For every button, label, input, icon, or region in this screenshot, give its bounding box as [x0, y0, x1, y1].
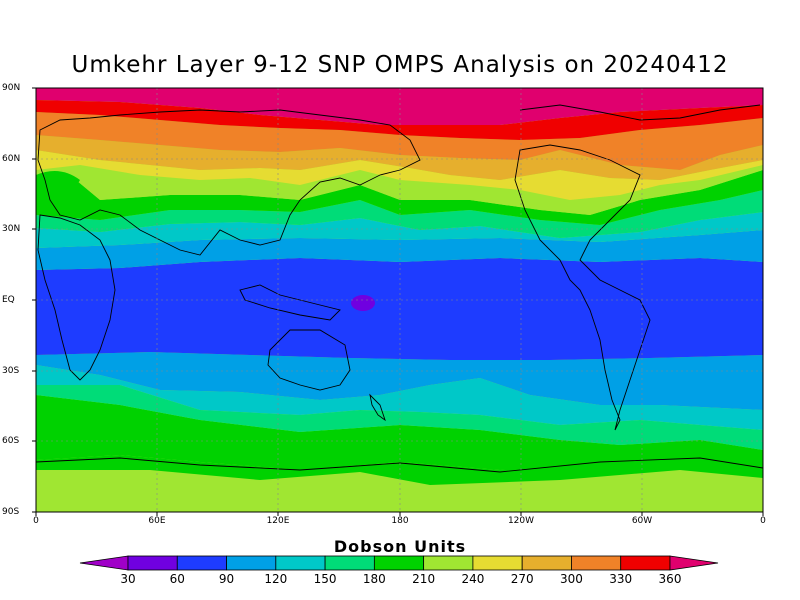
colorbar-tick-label: 60 — [169, 572, 185, 586]
colorbar-tick-label: 150 — [313, 572, 337, 586]
lon-label-60e: 60E — [148, 516, 166, 526]
colorbar-tick-label: 270 — [510, 572, 534, 586]
lat-label-30n: 30N — [2, 224, 21, 234]
band-360-north — [36, 100, 763, 140]
lat-label-eq: EQ — [2, 295, 15, 305]
ozone-contour-field — [36, 88, 763, 512]
colorbar-swatch — [176, 555, 227, 571]
band-240-south — [36, 470, 763, 512]
colorbar-swatch — [373, 555, 425, 571]
lat-label-60s: 60S — [2, 436, 20, 446]
band-180-south — [36, 385, 763, 450]
colorbar-title: Dobson Units — [333, 537, 467, 556]
min-cell — [351, 295, 375, 311]
colorbar-swatch — [275, 555, 326, 571]
colorbar-swatch — [226, 555, 277, 571]
lon-label-0-left: 0 — [33, 516, 39, 526]
lat-label-90n: 90N — [2, 83, 21, 93]
colorbar-swatch — [423, 555, 474, 571]
band-300-north — [36, 135, 763, 180]
colorbar-swatch — [472, 555, 523, 571]
colorbar-swatch — [620, 555, 671, 571]
lat-label-90s: 90S — [2, 507, 20, 517]
band-90-tropics — [36, 258, 763, 360]
band-120-south — [36, 352, 763, 410]
colorbar-tick-label: 300 — [560, 572, 583, 586]
map-title: Umkehr Layer 9-12 SNP OMPS Analysis on 2… — [71, 52, 729, 78]
colorbar-swatch — [521, 555, 572, 571]
colorbar — [79, 555, 719, 571]
band-330-north — [36, 112, 763, 170]
lon-label-60w: 60W — [631, 516, 653, 526]
colorbar-tick-label: 180 — [362, 572, 386, 586]
lon-label-0-right: 0 — [760, 516, 766, 526]
lon-label-180: 180 — [391, 516, 409, 526]
colorbar-swatch — [324, 555, 375, 571]
lat-label-60n: 60N — [2, 154, 21, 164]
colorbar-high-triangle — [669, 555, 719, 571]
lat-label-30s: 30S — [2, 366, 20, 376]
colorbar-swatch — [571, 555, 622, 571]
axis-ticks — [32, 87, 764, 516]
lon-label-120e: 120E — [266, 516, 290, 526]
colorbar-tick-label: 90 — [218, 572, 235, 586]
colorbar-tick-label: 210 — [412, 572, 436, 586]
band-240-north — [36, 165, 763, 215]
band-210-north — [36, 170, 763, 225]
colorbar-tick-label: 360 — [658, 572, 682, 586]
lon-label-120w: 120W — [507, 516, 535, 526]
colorbar-tick-label: 330 — [609, 572, 633, 586]
colorbar-swatch — [127, 555, 178, 571]
graticule — [36, 88, 763, 512]
band-150-south — [36, 365, 763, 430]
band-max-north — [36, 88, 763, 125]
colorbar-tick-label: 240 — [461, 572, 485, 586]
band-150-north — [36, 212, 763, 248]
band-210-mid-south — [36, 395, 763, 470]
colorbar-tick-label: 120 — [264, 572, 288, 586]
colorbar-low-triangle — [79, 555, 129, 571]
band-120-north — [36, 230, 763, 270]
band-180-north — [36, 190, 763, 238]
band-270-north — [36, 150, 763, 200]
colorbar-tick-label: 30 — [120, 572, 136, 586]
green-cell-europe — [36, 171, 80, 199]
coastlines — [36, 104, 763, 473]
